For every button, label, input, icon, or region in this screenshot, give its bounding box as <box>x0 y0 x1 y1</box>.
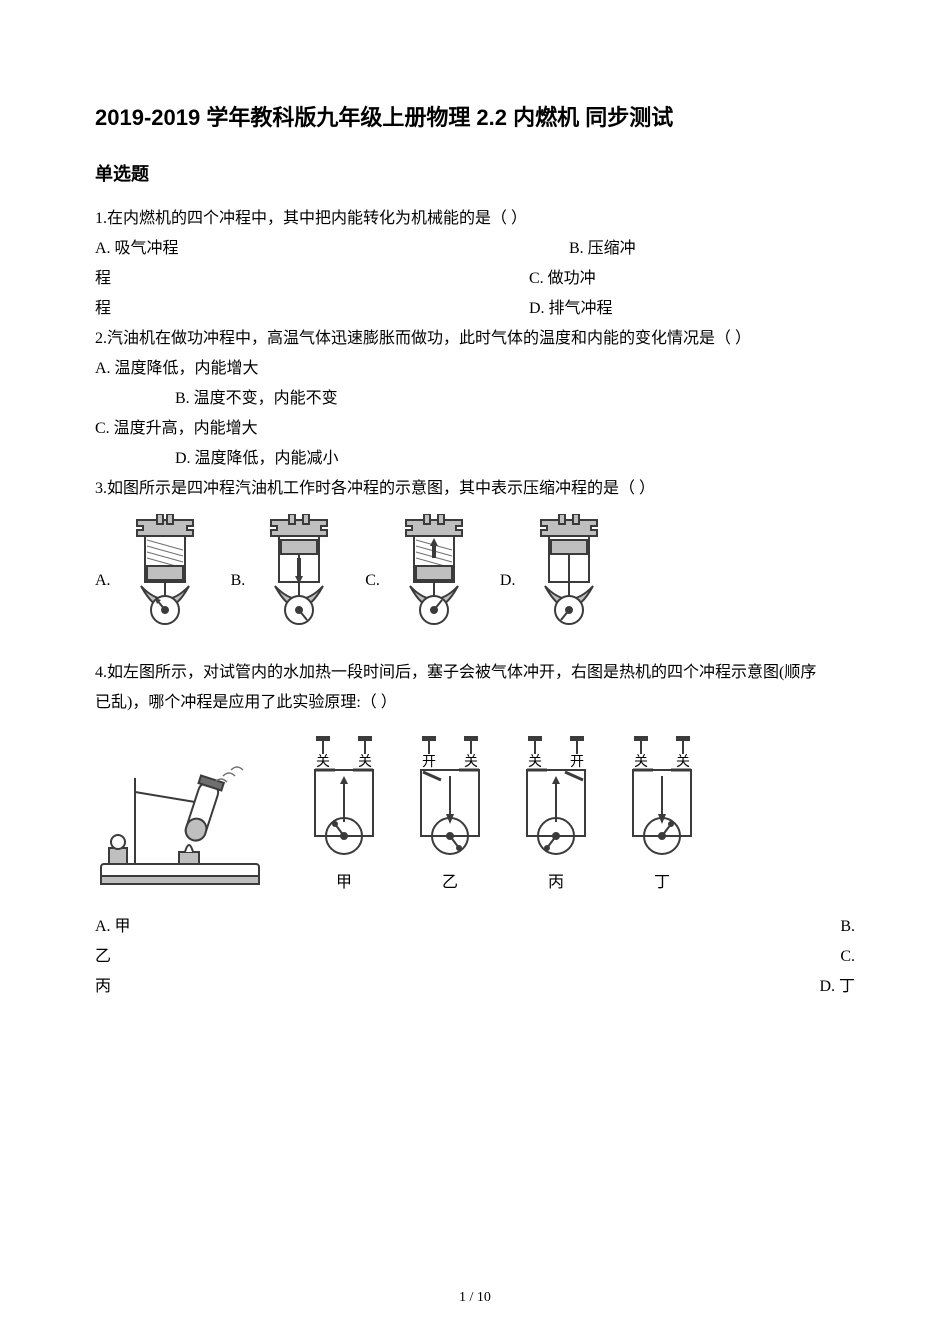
engine-figure-a <box>117 514 213 634</box>
page-title: 2019-2019 学年教科版九年级上册物理 2.2 内燃机 同步测试 <box>95 100 855 132</box>
q1-optD: D. 排气冲程 <box>529 300 613 317</box>
q1-optA: A. 吸气冲程 <box>95 234 565 264</box>
q1-line-1: A. 吸气冲程 B. 压缩冲 <box>95 234 855 264</box>
q3-label-a: A. <box>95 572 111 634</box>
valve-label: 关 <box>316 754 330 770</box>
stroke-col-1: 关 关 甲 <box>305 736 383 892</box>
q1-stem: 1.在内燃机的四个冲程中，其中把内能转化为机械能的是（ ） <box>95 204 855 234</box>
stroke-caption-2: 乙 <box>442 868 458 892</box>
stroke-col-2: 开 关 乙 <box>411 736 489 892</box>
q3-label-c: C. <box>365 572 380 634</box>
q4-stem-line1: 4.如左图所示，对试管内的水加热一段时间后，塞子会被气体冲开，右图是热机的四个冲… <box>95 658 855 688</box>
q3-cell-b: B. <box>231 514 348 634</box>
q2-optA: A. 温度降低，内能增大 <box>95 354 855 384</box>
q4-stem-line2: 已乱)，哪个冲程是应用了此实验原理:（ ） <box>95 688 855 718</box>
stroke-caption-1: 甲 <box>336 868 352 892</box>
valve-label: 关 <box>528 754 542 770</box>
engine-figure-c <box>386 514 482 634</box>
stroke-col-3: 关 开 丙 <box>517 736 595 892</box>
q1-optB: B. 压缩冲 <box>569 240 636 257</box>
q3-stem: 3.如图所示是四冲程汽油机工作时各冲程的示意图，其中表示压缩冲程的是（ ） <box>95 474 855 504</box>
q1-line-3: 程 D. 排气冲程 <box>95 294 855 324</box>
q4-opt-row-2: 乙 C. <box>95 942 855 972</box>
stroke-figure-2: 开 关 <box>411 736 489 862</box>
valve-label: 开 <box>422 755 436 770</box>
stroke-figure-4: 关 关 <box>623 736 701 862</box>
q2-stem: 2.汽油机在做功冲程中，高温气体迅速膨胀而做功，此时气体的温度和内能的变化情况是… <box>95 324 855 354</box>
spacer <box>95 644 855 658</box>
stroke-figures: 关 关 甲 <box>305 736 701 892</box>
q2-optB: B. 温度不变，内能不变 <box>95 384 855 414</box>
valve-label: 关 <box>634 754 648 770</box>
section-heading: 单选题 <box>95 160 855 186</box>
q3-label-b: B. <box>231 572 246 634</box>
q4-optB-right: C. <box>785 942 855 972</box>
valve-label: 关 <box>676 754 690 770</box>
q2-optD: D. 温度降低，内能减小 <box>95 444 855 474</box>
valve-label: 关 <box>464 754 478 770</box>
q2-optC: C. 温度升高，内能增大 <box>95 414 855 444</box>
q3-figure-row: A. <box>95 514 855 634</box>
valve-label: 关 <box>358 754 372 770</box>
q3-label-d: D. <box>500 572 516 634</box>
q4-optC-left: 丙 <box>95 972 785 1002</box>
stroke-figure-3: 关 开 <box>517 736 595 862</box>
engine-figure-b <box>251 514 347 634</box>
q4-opt-row-3: 丙 D. 丁 <box>95 972 855 1002</box>
stroke-caption-4: 丁 <box>654 868 670 892</box>
q4-opt-row-1: A. 甲 B. <box>95 912 855 942</box>
q1-optC: C. 做功冲 <box>529 270 596 287</box>
page-footer: 1 / 10 <box>0 1290 950 1306</box>
q1-cheng1: 程 <box>95 264 525 294</box>
q4-optA-right: B. <box>785 912 855 942</box>
q4-optA-left: A. 甲 <box>95 912 785 942</box>
valve-label: 开 <box>570 755 584 770</box>
q4-optC-right: D. 丁 <box>785 972 855 1002</box>
burner-apparatus-figure <box>95 752 265 892</box>
q1-line-2: 程 C. 做功冲 <box>95 264 855 294</box>
stroke-figure-1: 关 关 <box>305 736 383 862</box>
stroke-caption-3: 丙 <box>548 868 564 892</box>
q1-cheng2: 程 <box>95 294 525 324</box>
q3-cell-d: D. <box>500 514 618 634</box>
q3-cell-c: C. <box>365 514 482 634</box>
spacer <box>95 900 855 912</box>
stroke-col-4: 关 关 丁 <box>623 736 701 892</box>
page: 2019-2019 学年教科版九年级上册物理 2.2 内燃机 同步测试 单选题 … <box>0 0 950 1344</box>
q4-figure-row: 关 关 甲 <box>95 736 855 892</box>
q3-cell-a: A. <box>95 514 213 634</box>
q4-optB-left: 乙 <box>95 942 785 972</box>
engine-figure-d <box>521 514 617 634</box>
